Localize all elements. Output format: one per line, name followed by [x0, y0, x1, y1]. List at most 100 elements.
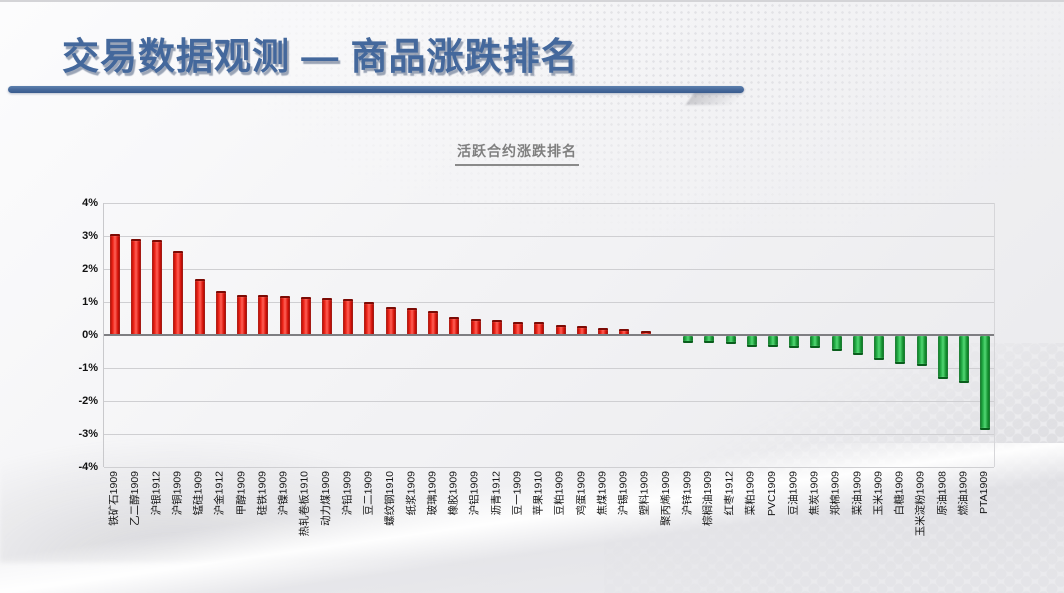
bar-positive: [364, 301, 375, 335]
x-axis-label: 沪锡1909: [613, 471, 634, 561]
y-axis-tick-label: 1%: [82, 296, 98, 308]
x-axis-label-text: 沪铅1909: [341, 471, 354, 516]
x-axis-label-text: 橡胶1909: [447, 471, 460, 516]
x-axis-label: 玉米1909: [868, 471, 889, 561]
bar-positive: [215, 290, 226, 335]
bar-positive: [491, 320, 502, 335]
y-axis-tick-label: -3%: [78, 428, 98, 440]
bar-positive: [513, 321, 524, 335]
x-axis-label: 沪银1912: [145, 471, 166, 561]
bar-negative: [725, 336, 736, 344]
slide-title: 交易数据观测 — 商品涨跌排名: [62, 36, 579, 77]
x-axis-label: 鸡蛋1909: [570, 471, 591, 561]
x-axis-label-text: 红枣1912: [723, 471, 736, 516]
x-axis-label: 豆一1909: [507, 471, 528, 561]
x-axis-label-text: 沪锡1909: [617, 471, 630, 516]
x-axis-label: 焦炭1909: [804, 471, 825, 561]
gridline: [104, 467, 994, 468]
bar-positive: [640, 331, 651, 335]
bar-positive: [385, 306, 396, 335]
x-axis-label: 豆二1909: [358, 471, 379, 561]
x-axis-label-text: PTA1909: [978, 471, 991, 514]
x-axis-label-text: 沪锌1909: [681, 471, 694, 516]
x-axis-label-text: 铁矿石1909: [107, 471, 120, 526]
bar-positive: [598, 328, 609, 335]
x-axis-label: 沪镍1909: [273, 471, 294, 561]
x-axis-label-text: 郑棉1909: [829, 471, 842, 516]
divider-shadow: [685, 92, 765, 105]
x-axis-label-text: 沪铜1909: [171, 471, 184, 516]
x-axis-label: 螺纹钢1910: [379, 471, 400, 561]
bar-positive: [237, 294, 248, 335]
zero-gridline: [104, 334, 994, 336]
x-axis-label: 白糖1909: [889, 471, 910, 561]
gridline: [104, 401, 994, 402]
bar-positive: [322, 298, 332, 335]
x-axis-label: 豆油1909: [783, 471, 804, 561]
x-axis-label: 锰硅1909: [188, 471, 209, 561]
bar-negative: [937, 336, 948, 380]
x-axis-label-text: 原油1908: [935, 471, 948, 516]
x-axis-label-text: 鸡蛋1909: [574, 471, 587, 516]
x-axis-label-text: 纸浆1909: [404, 471, 417, 516]
bar-positive: [173, 251, 184, 335]
chart-title: 活跃合约涨跌排名: [0, 141, 1034, 166]
y-axis-tick-label: 0%: [82, 329, 98, 341]
bar-positive: [555, 325, 566, 335]
x-axis-label: 玉米淀粉1909: [910, 471, 931, 561]
x-axis-label: 聚丙烯1909: [655, 471, 676, 561]
x-axis-label-text: 白糖1909: [893, 471, 906, 516]
bar-positive: [619, 329, 630, 335]
x-axis-label-text: 苹果1910: [532, 471, 545, 516]
bar-negative: [704, 336, 715, 344]
x-axis-label-text: 棕榈油1909: [702, 471, 715, 526]
y-axis-tick-label: -1%: [78, 362, 98, 374]
x-axis-label-text: 硅铁1909: [256, 471, 269, 516]
x-axis-label: 苹果1910: [528, 471, 549, 561]
x-axis-label-text: PVC1909: [766, 471, 778, 516]
x-axis-label: 原油1908: [931, 471, 952, 561]
x-axis-label: 菜粕1909: [740, 471, 761, 561]
x-axis-label: 沪金1912: [209, 471, 230, 561]
bar-positive: [449, 317, 460, 335]
bar-positive: [300, 297, 311, 335]
x-axis-label-text: 玉米淀粉1909: [914, 471, 927, 537]
x-axis-label-text: 豆二1909: [362, 471, 375, 516]
y-axis-tick-label: -4%: [78, 461, 98, 473]
bar-positive: [130, 238, 141, 335]
gridline: [104, 269, 994, 270]
x-axis-label-text: 塑料1909: [638, 471, 651, 516]
x-axis-label: PVC1909: [761, 471, 782, 561]
x-axis-label: 燃油1909: [953, 471, 974, 561]
world-map-dots-decoration: [230, 2, 1064, 242]
x-axis-label: 郑棉1909: [825, 471, 846, 561]
bar-positive: [343, 299, 354, 335]
gridline: [104, 368, 994, 369]
gridline: [104, 302, 994, 303]
gridline: [104, 203, 994, 204]
x-axis-label-text: 沪铝1909: [468, 471, 481, 516]
x-axis-label-text: 沥青1912: [489, 471, 502, 516]
x-axis-label: 沪铝1909: [464, 471, 485, 561]
bar-positive: [534, 322, 545, 335]
bar-negative: [746, 336, 757, 348]
x-axis-label: 玻璃1909: [422, 471, 443, 561]
gridline: [104, 236, 994, 237]
x-axis-labels: 铁矿石1909 乙二醇1909 沪银1912 沪铜1909 锰硅1909 沪金1912 甲醇…: [103, 471, 995, 561]
plot-area: 4% 3% 2% 1% 0% -1% -2% -3% -4%: [78, 197, 995, 473]
x-axis-label-text: 燃油1909: [957, 471, 970, 516]
x-axis-label-text: 玻璃1909: [426, 471, 439, 516]
bar-negative: [874, 336, 885, 361]
x-axis-label-text: 聚丙烯1909: [659, 471, 672, 526]
x-axis-label-text: 菜油1909: [850, 471, 863, 516]
bar-negative: [789, 336, 800, 349]
bar-negative: [959, 336, 970, 383]
x-axis-label-text: 菜粕1909: [744, 471, 757, 516]
x-axis-label: 铁矿石1909: [103, 471, 124, 561]
x-axis-label: 沪铅1909: [337, 471, 358, 561]
x-axis-label-text: 沪银1912: [150, 471, 163, 516]
y-axis-tick-label: -2%: [78, 395, 98, 407]
bar-negative: [895, 336, 906, 365]
x-axis-label: 沥青1912: [485, 471, 506, 561]
